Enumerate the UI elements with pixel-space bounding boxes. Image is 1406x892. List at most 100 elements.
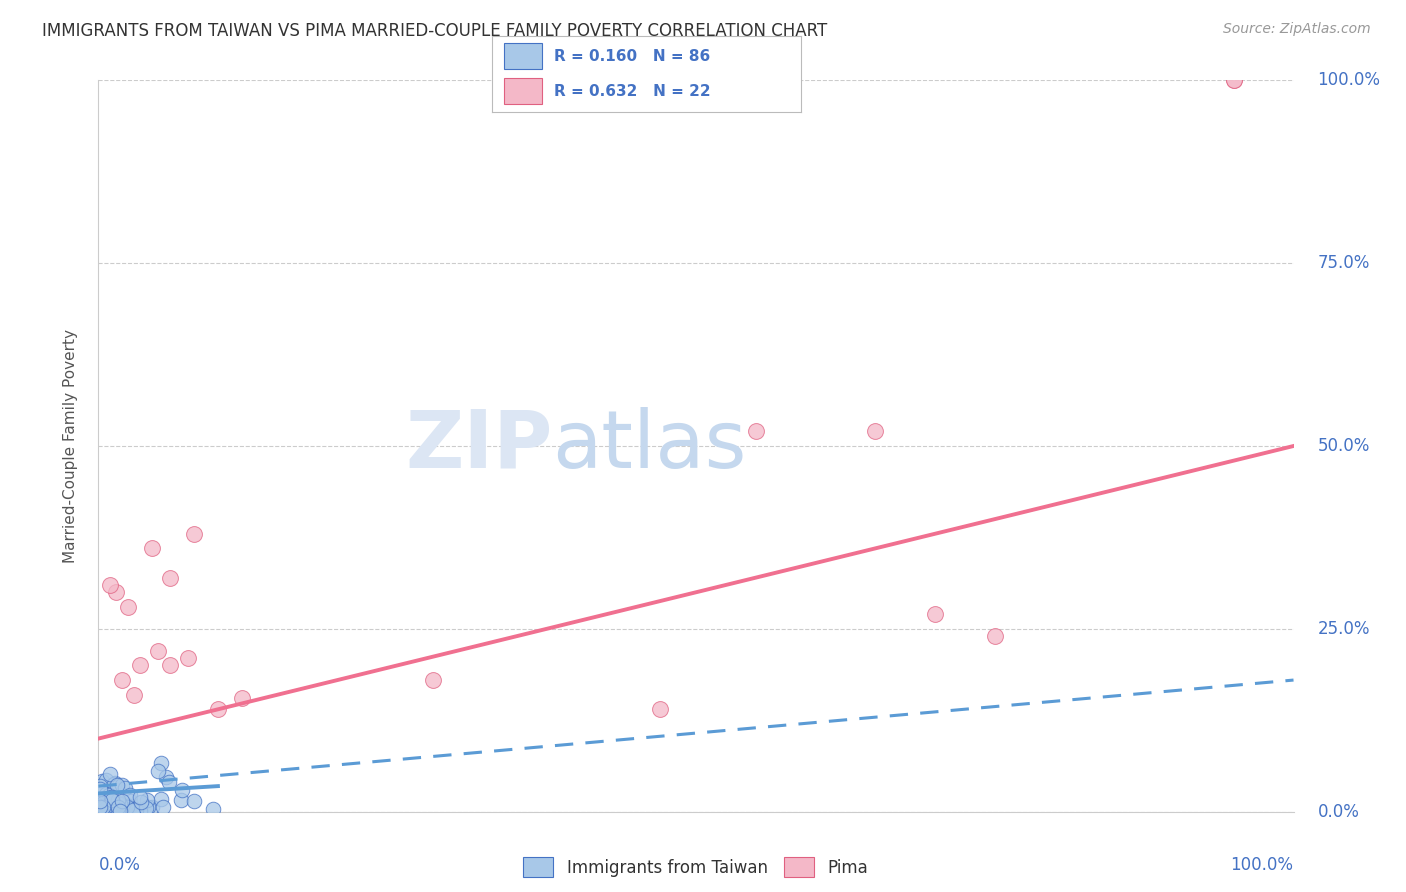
Point	[91, 795, 114, 809]
Point	[89, 804, 111, 818]
Point	[101, 793, 124, 807]
Point	[93, 795, 115, 809]
Point	[96, 798, 118, 813]
Point	[89, 801, 111, 815]
Point	[89, 794, 111, 808]
Point	[115, 799, 138, 814]
Point	[207, 702, 229, 716]
Point	[89, 800, 111, 814]
Point	[98, 795, 121, 809]
Point	[110, 797, 132, 812]
Point	[103, 799, 125, 814]
Point	[118, 788, 141, 802]
Point	[135, 793, 157, 807]
Point	[103, 777, 125, 791]
Text: 0.0%: 0.0%	[1317, 803, 1360, 821]
Point	[105, 585, 128, 599]
Text: atlas: atlas	[553, 407, 747, 485]
Point	[89, 794, 111, 808]
Point	[89, 804, 111, 818]
Point	[98, 803, 121, 817]
Point	[93, 799, 115, 814]
Point	[100, 799, 122, 814]
Point	[117, 599, 139, 614]
Point	[98, 578, 122, 592]
Point	[90, 799, 112, 814]
Point	[103, 800, 125, 814]
Point	[129, 790, 152, 805]
Point	[94, 799, 117, 814]
Point	[101, 793, 124, 807]
Point	[111, 778, 134, 792]
Point	[125, 803, 148, 817]
Y-axis label: Married-Couple Family Poverty: Married-Couple Family Poverty	[63, 329, 77, 563]
Point	[129, 658, 152, 673]
Text: Source: ZipAtlas.com: Source: ZipAtlas.com	[1223, 22, 1371, 37]
Point	[201, 801, 224, 815]
Point	[101, 802, 124, 816]
Point	[104, 776, 127, 790]
Point	[107, 793, 129, 807]
Text: 75.0%: 75.0%	[1317, 254, 1369, 272]
Point	[648, 702, 672, 716]
Point	[90, 800, 112, 814]
Point	[863, 425, 886, 439]
Point	[89, 795, 111, 809]
Point	[118, 794, 141, 808]
Point	[148, 644, 170, 658]
Point	[111, 794, 134, 808]
Point	[101, 796, 124, 810]
Point	[100, 789, 122, 804]
Point	[98, 802, 121, 816]
Text: 50.0%: 50.0%	[1317, 437, 1369, 455]
Point	[90, 804, 112, 818]
Bar	[505, 78, 541, 104]
Point	[108, 803, 131, 817]
Point	[117, 798, 139, 813]
Point	[1222, 73, 1246, 87]
Point	[107, 803, 129, 817]
Point	[114, 780, 136, 795]
Point	[159, 658, 181, 673]
Point	[107, 783, 129, 797]
Point	[111, 673, 134, 687]
Point	[136, 800, 159, 814]
Text: 100.0%: 100.0%	[1230, 855, 1294, 873]
Point	[124, 688, 146, 702]
Point	[118, 799, 141, 814]
Text: 0.0%: 0.0%	[98, 855, 141, 873]
Point	[115, 800, 138, 814]
Point	[96, 787, 118, 801]
Point	[104, 804, 127, 818]
Point	[1222, 73, 1246, 87]
Point	[745, 425, 768, 439]
Point	[91, 773, 114, 788]
Point	[148, 764, 170, 779]
Point	[108, 797, 131, 811]
Text: 25.0%: 25.0%	[1317, 620, 1369, 638]
Text: R = 0.632   N = 22: R = 0.632 N = 22	[554, 84, 710, 98]
Point	[122, 803, 145, 817]
Text: 100.0%: 100.0%	[1317, 71, 1381, 89]
Point	[422, 673, 444, 687]
Point	[105, 778, 128, 792]
Point	[89, 782, 111, 797]
Point	[97, 794, 120, 808]
Point	[100, 789, 122, 804]
Text: R = 0.160   N = 86: R = 0.160 N = 86	[554, 49, 710, 63]
Point	[101, 801, 124, 815]
Point	[128, 804, 150, 818]
Point	[135, 801, 157, 815]
Point	[91, 804, 114, 818]
Point	[94, 772, 117, 787]
Point	[169, 793, 191, 807]
Point	[152, 800, 174, 814]
Point	[124, 802, 146, 816]
Text: IMMIGRANTS FROM TAIWAN VS PIMA MARRIED-COUPLE FAMILY POVERTY CORRELATION CHART: IMMIGRANTS FROM TAIWAN VS PIMA MARRIED-C…	[42, 22, 827, 40]
Point	[183, 794, 205, 808]
Point	[172, 782, 194, 797]
Point	[983, 629, 1005, 643]
Point	[94, 792, 117, 806]
Point	[107, 800, 129, 814]
Point	[129, 795, 152, 809]
